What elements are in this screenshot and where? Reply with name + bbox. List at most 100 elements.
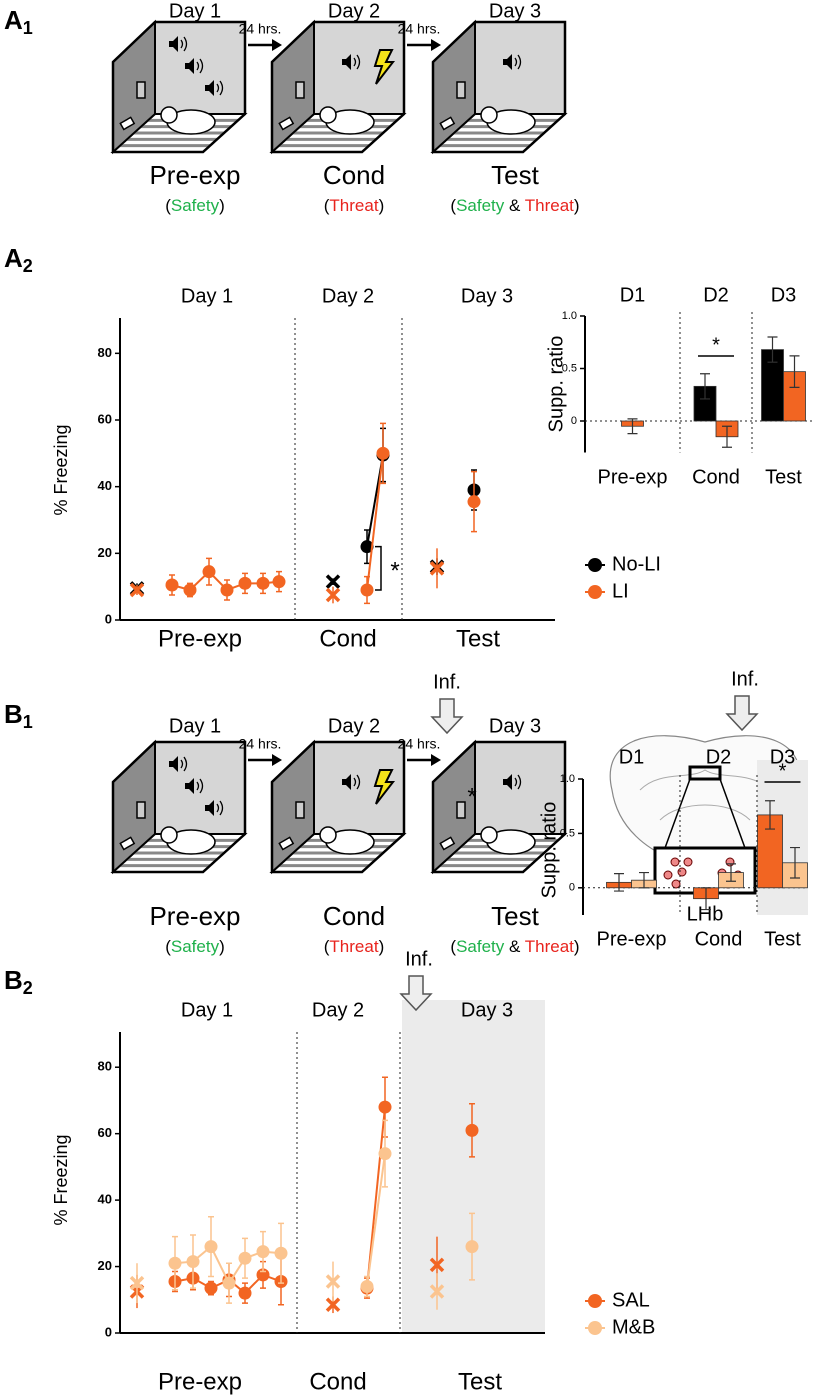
condition-part: ( <box>165 196 171 215</box>
error-bar <box>639 871 649 889</box>
data-point <box>378 1100 392 1114</box>
y-tick-label: 0 <box>105 611 112 626</box>
speaker-icon <box>169 36 178 52</box>
x-tick-label: Cond <box>692 466 740 488</box>
panel-index: 2 <box>23 978 33 998</box>
baseline-marker <box>129 582 145 598</box>
sig-bracket <box>375 545 382 591</box>
speaker-icon <box>503 54 512 70</box>
data-point <box>220 583 234 597</box>
error-bar <box>726 863 736 882</box>
condition-label: (Threat) <box>324 937 384 956</box>
panel-index: 1 <box>23 18 33 38</box>
cannula-site <box>670 857 680 867</box>
shock-icon <box>373 49 396 85</box>
y-axis-label: % Freezing <box>51 424 71 515</box>
arrow-head <box>272 39 282 51</box>
y-tick-label: 0.5 <box>560 827 575 839</box>
day-label: Day 3 <box>489 715 541 737</box>
y-tick-label: 1.0 <box>560 773 575 785</box>
rat-head <box>480 106 498 124</box>
y-tick-label: 80 <box>98 1059 112 1074</box>
day-label: Day 3 <box>461 285 513 307</box>
phase-label: Cond <box>323 901 385 931</box>
error-bar <box>789 355 800 388</box>
legend-label: M&B <box>612 1316 655 1338</box>
data-point <box>186 1255 200 1269</box>
speaker-icon <box>342 54 351 70</box>
cage-frame <box>111 740 247 874</box>
interval-label: 24 hrs. <box>239 21 282 37</box>
cage-back <box>154 21 246 115</box>
day-label: Day 1 <box>169 715 221 737</box>
condition-part: ( <box>450 196 456 215</box>
condition-part: Threat <box>329 937 378 956</box>
condition-part: & <box>504 937 524 956</box>
condition-label: (Safety & Threat) <box>450 196 579 215</box>
y-tick-label: 80 <box>98 345 112 360</box>
feeder <box>278 116 295 131</box>
condition-part: ( <box>450 937 456 956</box>
condition-part: Threat <box>525 937 574 956</box>
data-point <box>202 565 216 579</box>
interval-label: 24 hrs. <box>398 21 441 37</box>
cage-frame <box>431 740 567 874</box>
panel-label: A2 <box>4 243 33 276</box>
day-label: Day 3 <box>489 0 541 22</box>
error-bar <box>790 846 800 879</box>
baseline-marker <box>129 1275 145 1291</box>
series-line <box>366 1153 386 1287</box>
arrow-head <box>272 754 282 766</box>
day-label: Day 1 <box>181 999 233 1021</box>
data-point <box>204 1281 218 1295</box>
baseline-marker <box>429 1284 445 1299</box>
phase-label: Pre-exp <box>158 625 242 652</box>
y-tick-label: 40 <box>98 478 112 493</box>
infusion-arrow <box>399 975 433 1012</box>
lever <box>136 801 146 819</box>
shock-icon <box>373 769 396 805</box>
cannula-site <box>677 867 687 877</box>
lever <box>456 81 466 99</box>
significance: * <box>712 334 720 356</box>
cage-back <box>154 741 246 835</box>
condition-part: Threat <box>525 196 574 215</box>
condition-part: ) <box>219 196 225 215</box>
day-label: Day 2 <box>328 715 380 737</box>
condition-part: ) <box>219 937 225 956</box>
phase-label: Cond <box>309 1368 366 1395</box>
error-bar <box>767 336 778 363</box>
error-bar <box>614 873 624 892</box>
infusion-label: Inf. <box>405 948 433 970</box>
cannula-site <box>725 857 735 867</box>
speaker-wave <box>216 800 224 816</box>
day-label: Day 1 <box>181 285 233 307</box>
cannula-site <box>683 857 693 867</box>
panel-letter: B <box>4 965 23 995</box>
feeder <box>278 836 295 851</box>
speaker-icon <box>185 778 194 794</box>
phase-label: Pre-exp <box>149 160 240 190</box>
data-point <box>256 1268 270 1282</box>
condition-label: (Safety) <box>165 196 225 215</box>
baseline-marker <box>325 1274 341 1289</box>
data-point <box>183 583 197 597</box>
speaker-wave <box>196 58 204 74</box>
infusion-arrow <box>725 695 759 732</box>
rat-head <box>480 826 498 844</box>
data-point <box>222 1276 236 1290</box>
baseline-marker <box>429 1257 445 1273</box>
phase-label: Cond <box>319 625 376 652</box>
cannula-site <box>663 870 673 880</box>
day-label: Day 2 <box>328 0 380 22</box>
interval-label: 24 hrs. <box>398 736 441 752</box>
rat-head <box>319 826 337 844</box>
feeder <box>439 116 456 131</box>
cage-frame <box>270 20 406 154</box>
condition-part: Threat <box>329 196 378 215</box>
cage-back <box>474 741 566 835</box>
speaker-icon <box>205 80 214 96</box>
region-label: LHb <box>687 903 724 925</box>
condition-part: Safety <box>456 937 505 956</box>
baseline-marker <box>325 1297 341 1312</box>
